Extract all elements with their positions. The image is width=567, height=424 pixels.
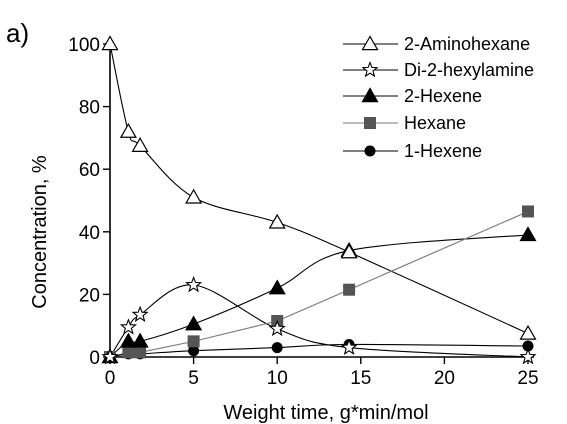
x-tick-label: 5 <box>188 368 199 389</box>
legend-label: 1-Hexene <box>404 141 482 161</box>
x-tick-label: 25 <box>517 368 538 389</box>
data-point <box>131 305 149 323</box>
data-point <box>185 315 203 331</box>
data-point <box>131 332 149 348</box>
legend-label: Hexane <box>404 113 466 133</box>
data-point <box>268 319 286 337</box>
y-tick-label: 60 <box>79 160 100 181</box>
x-tick-label: 15 <box>350 368 371 389</box>
x-tick-label: 20 <box>434 368 455 389</box>
series-markers <box>101 35 537 365</box>
data-point <box>519 324 537 340</box>
legend-item: Hexane <box>343 113 466 133</box>
data-point <box>131 137 149 152</box>
legend-label: 2-Aminohexane <box>404 34 530 54</box>
data-point <box>134 346 147 359</box>
data-point <box>119 318 137 335</box>
series-line <box>109 210 529 358</box>
data-point <box>519 226 537 242</box>
data-point <box>268 279 286 295</box>
legend-marker <box>361 35 379 51</box>
y-tick-label: 80 <box>79 98 100 119</box>
y-tick-label: 20 <box>79 285 100 306</box>
y-tick-label: 40 <box>79 223 100 244</box>
legend-marker <box>364 117 376 129</box>
legend-item: Di-2-hexylamine <box>343 60 534 80</box>
legend-item: 2-Hexene <box>343 86 482 106</box>
panel-label: a) <box>6 18 29 48</box>
data-point <box>340 338 358 355</box>
y-tick-label: 100 <box>68 35 100 56</box>
legend-marker <box>361 87 379 103</box>
data-point <box>522 205 534 218</box>
series-line <box>109 343 529 358</box>
data-point <box>101 35 119 51</box>
data-point <box>343 283 356 296</box>
data-point <box>522 340 534 352</box>
data-point <box>187 335 200 348</box>
data-point <box>119 332 137 348</box>
data-point <box>340 243 358 259</box>
x-axis-label: Weight time, g*min/mol <box>223 402 428 424</box>
legend-marker <box>361 60 379 78</box>
legend-label: Di-2-hexylamine <box>404 60 534 80</box>
legend-item: 2-Aminohexane <box>343 34 530 54</box>
data-point <box>271 342 283 354</box>
legend: 2-Aminohexane Di-2-hexylamine 2-Hexene Hexa… <box>343 34 534 161</box>
x-tick-label: 0 <box>105 368 116 389</box>
data-point <box>519 347 537 365</box>
axes: 0 5 10 15 20 25 0 20 40 60 80 100 <box>68 35 538 389</box>
data-point <box>188 345 200 357</box>
legend-item: 1-Hexene <box>343 141 482 161</box>
data-point <box>185 275 203 293</box>
legend-label: 2-Hexene <box>404 86 482 106</box>
y-axis-label: Concentration, % <box>29 155 51 309</box>
data-point <box>119 122 137 138</box>
series-line <box>109 234 529 358</box>
legend-marker <box>364 145 376 157</box>
data-point <box>268 213 286 229</box>
x-tick-label: 10 <box>267 368 288 389</box>
data-point <box>101 347 119 365</box>
y-tick-label: 0 <box>89 348 100 369</box>
data-point <box>122 346 135 359</box>
data-point <box>185 188 203 204</box>
